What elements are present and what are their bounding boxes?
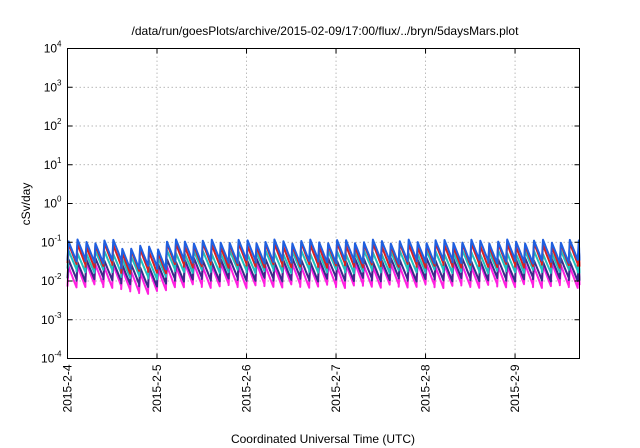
x-tick-label: 2015-2-4	[61, 364, 75, 412]
tick-layer: 10-4 10-3 10-2 10-1 100 101 102 103 104 2015-2-4 2…	[41, 40, 580, 413]
series-line-4	[66, 257, 581, 288]
series-line-1	[66, 238, 581, 271]
y-tick-label: 10-2	[41, 272, 62, 288]
y-tick-label: 104	[44, 40, 62, 56]
x-tick-label: 2015-2-6	[240, 364, 254, 412]
x-tick-label: 2015-2-5	[150, 364, 164, 412]
x-axis-label: Coordinated Universal Time (UTC)	[231, 432, 415, 446]
y-tick-label: 100	[44, 195, 62, 211]
y-tick-label: 10-4	[41, 350, 62, 366]
series-layer	[66, 238, 581, 295]
chart-title: /data/run/goesPlots/archive/2015-02-09/1…	[132, 24, 520, 38]
y-tick-label: 10-3	[41, 311, 62, 327]
y-tick-label: 10-1	[41, 233, 62, 249]
y-axis-label: cSv/day	[19, 183, 33, 226]
y-tick-label: 101	[44, 156, 62, 172]
series-line-3	[66, 249, 581, 281]
y-tick-label: 103	[44, 78, 62, 94]
x-tick-label: 2015-2-7	[329, 364, 343, 412]
plot-frame	[67, 48, 580, 359]
x-tick-label: 2015-2-9	[508, 364, 522, 412]
y-tick-label: 102	[44, 117, 62, 133]
x-tick-label: 2015-2-8	[419, 364, 433, 412]
